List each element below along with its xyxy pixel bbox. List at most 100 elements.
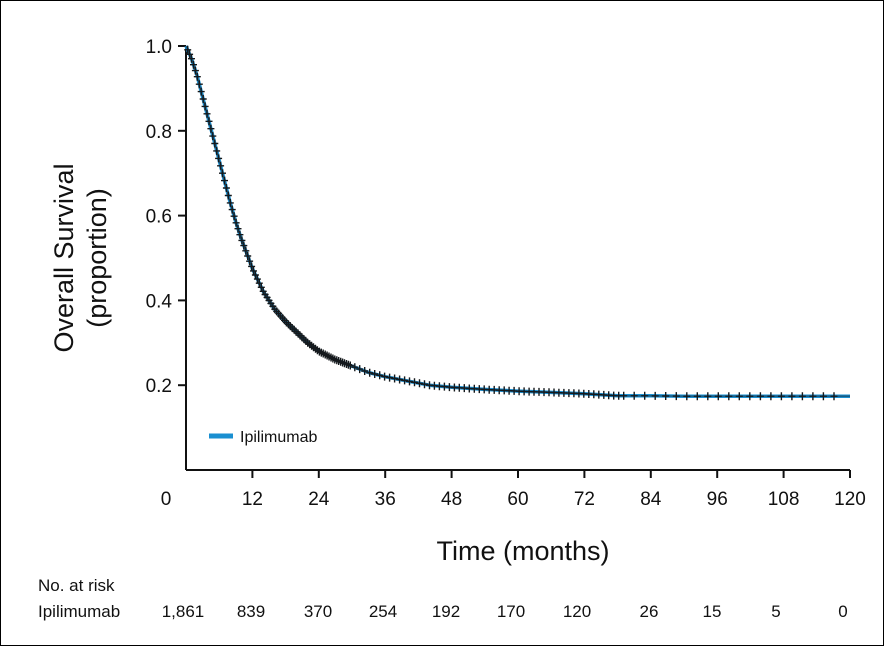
risk-value: 170 — [497, 602, 525, 621]
censor-mark — [230, 212, 238, 221]
censor-mark — [209, 132, 217, 141]
y-axis-subtitle: (proportion) — [82, 188, 112, 328]
censor-mark — [714, 392, 722, 401]
x-tick-label: 12 — [242, 489, 263, 510]
censor-mark — [197, 87, 205, 96]
censor-mark — [391, 374, 399, 383]
x-tick-label: 108 — [768, 489, 800, 510]
censor-mark — [186, 50, 194, 59]
censor-mark — [746, 392, 754, 401]
censor-mark — [238, 236, 246, 245]
censor-mark — [366, 368, 374, 377]
x-tick-label: 24 — [308, 489, 330, 510]
censor-mark — [672, 392, 680, 401]
censor-mark — [188, 54, 195, 63]
y-tick-label: 0.2 — [146, 376, 172, 397]
y-tick-label: 0.8 — [146, 122, 172, 143]
x-ticks: 0 12 24 36 48 60 72 84 96 108 120 — [161, 470, 866, 510]
censor-mark — [201, 102, 209, 111]
censor-mark — [756, 392, 764, 401]
censor-mark — [246, 257, 254, 266]
censor-mark — [203, 109, 211, 118]
censor-mark — [346, 361, 354, 370]
censor-mark — [190, 60, 197, 69]
y-axis-title: Overall Survival — [49, 163, 79, 352]
censor-mark — [213, 146, 221, 155]
censor-mark — [222, 184, 230, 192]
censor-mark — [819, 392, 827, 401]
x-tick-label: 120 — [834, 489, 866, 510]
censor-mark — [381, 372, 389, 381]
censor-mark — [232, 218, 240, 227]
risk-value: 15 — [703, 602, 722, 621]
censor-mark — [371, 370, 379, 378]
censor-mark — [228, 205, 236, 214]
x-tick-label: 36 — [375, 489, 396, 510]
censor-mark — [421, 380, 428, 389]
censor-mark — [207, 124, 215, 133]
legend: Ipilimumab — [209, 429, 317, 446]
axes — [185, 46, 850, 471]
censor-mark — [725, 392, 733, 401]
censor-mark — [251, 271, 259, 279]
censor-mark — [248, 262, 256, 271]
series-line-shadow — [185, 45, 850, 397]
censor-mark — [184, 45, 192, 54]
censor-mark — [193, 72, 201, 81]
x-tick-label: 48 — [441, 489, 462, 510]
risk-value: 192 — [432, 602, 460, 621]
y-ticks: 0.2 0.4 0.6 0.8 1.0 — [146, 37, 186, 397]
censor-mark — [406, 377, 413, 386]
censor-mark — [215, 154, 223, 163]
censor-mark — [651, 391, 659, 400]
x-tick-label: 72 — [574, 489, 595, 510]
series-group — [184, 45, 850, 398]
censor-mark — [219, 169, 226, 178]
risk-table: No. at risk Ipilimumab 1,861 839 370 254 192… — [38, 576, 848, 621]
x-tick-label: 84 — [640, 489, 662, 510]
x-tick-label: 0 — [161, 489, 172, 510]
censor-mark — [830, 392, 838, 401]
y-tick-label: 0.6 — [146, 207, 172, 228]
censor-mark — [240, 241, 248, 250]
censor-mark — [798, 392, 806, 401]
censor-mark — [250, 266, 257, 275]
legend-label: Ipilimumab — [240, 429, 317, 446]
risk-value: 120 — [563, 602, 591, 621]
censor-mark — [351, 363, 359, 372]
risk-value: 0 — [838, 602, 847, 621]
x-tick-label: 60 — [507, 489, 528, 510]
risk-value: 5 — [771, 602, 780, 621]
censor-mark — [221, 176, 228, 185]
censor-mark — [356, 365, 364, 374]
censor-mark — [662, 392, 670, 400]
censor-mark — [777, 392, 785, 401]
censor-mark — [199, 95, 207, 103]
censor-mark — [411, 378, 418, 387]
censor-mark — [401, 376, 409, 385]
y-tick-label: 1.0 — [146, 37, 172, 58]
censor-mark — [242, 246, 250, 255]
risk-value: 839 — [237, 602, 265, 621]
censor-mark — [735, 392, 743, 401]
censor-mark — [376, 371, 384, 380]
censor-mark — [244, 252, 252, 260]
censor-mark — [704, 392, 712, 401]
series-line-ipilimumab — [184, 45, 850, 398]
censor-mark — [224, 191, 232, 200]
risk-table-row-label: Ipilimumab — [38, 602, 120, 621]
censor-mark — [361, 367, 369, 375]
risk-value: 370 — [304, 602, 332, 621]
censor-mark — [191, 66, 199, 75]
censor-mark — [620, 391, 628, 400]
censor-mark — [234, 224, 242, 233]
x-tick-label: 96 — [707, 489, 728, 510]
censor-mark — [255, 279, 263, 288]
risk-value: 26 — [640, 602, 659, 621]
censor-mark — [767, 392, 775, 401]
risk-table-title: No. at risk — [38, 576, 115, 595]
y-tick-label: 0.4 — [146, 291, 173, 312]
censor-mark — [217, 161, 225, 170]
risk-value: 254 — [369, 602, 397, 621]
